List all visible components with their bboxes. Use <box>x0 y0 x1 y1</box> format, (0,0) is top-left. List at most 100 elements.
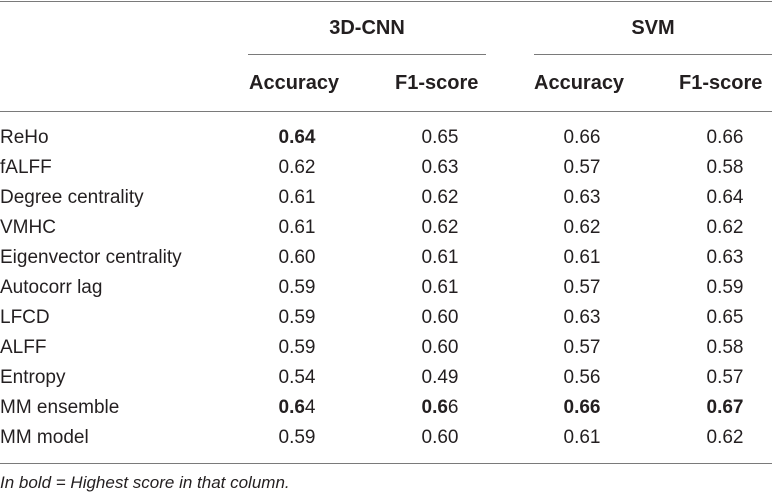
value-regular-part: 0.61 <box>421 277 459 298</box>
value-cell: 0.49 <box>395 363 485 393</box>
bottom-rule <box>0 463 772 464</box>
value-regular-part: 0.62 <box>278 157 316 178</box>
value-cell: 0.62 <box>252 153 342 183</box>
value-regular-part: 0.63 <box>563 187 601 208</box>
value-regular-part: 0.54 <box>278 367 316 388</box>
value-cell: 0.60 <box>395 303 485 333</box>
row-label: Degree centrality <box>0 187 144 208</box>
value-cell: 0.66 <box>680 123 770 153</box>
value-regular-part: 0.61 <box>278 217 316 238</box>
value-cell: 0.65 <box>395 123 485 153</box>
value-regular-part: 0.62 <box>421 187 459 208</box>
table-row: MM ensemble 0.64 0.66 0.66 0.67 <box>0 393 772 423</box>
value-cell: 0.60 <box>395 423 485 453</box>
value-cell: 0.61 <box>252 213 342 243</box>
row-label: ReHo <box>0 127 49 148</box>
value-cell: 0.64 <box>252 123 342 153</box>
value-cell: 0.61 <box>395 243 485 273</box>
value-cell: 0.57 <box>537 333 627 363</box>
value-cell: 0.67 <box>680 393 770 423</box>
row-label: MM ensemble <box>0 397 120 418</box>
value-bold-part: 0.6 <box>421 397 448 418</box>
table-row: Eigenvector centrality 0.60 0.61 0.61 0.63 <box>0 243 772 273</box>
row-label: Autocorr lag <box>0 277 103 298</box>
value-cell: 0.63 <box>537 183 627 213</box>
value-regular-part: 0.65 <box>421 127 459 148</box>
value-regular-part: 0.59 <box>278 277 316 298</box>
group-rule-svm <box>534 54 772 55</box>
value-regular-part: 0.58 <box>706 157 744 178</box>
value-cell: 0.54 <box>252 363 342 393</box>
value-cell: 0.61 <box>537 423 627 453</box>
value-bold-part: 0.64 <box>278 127 316 148</box>
value-regular-part: 0.60 <box>278 247 316 268</box>
value-cell: 0.62 <box>395 213 485 243</box>
value-regular-part: 0.62 <box>563 217 601 238</box>
group-rule-3dcnn <box>248 54 486 55</box>
value-cell: 0.66 <box>537 393 627 423</box>
value-regular-part: 0.62 <box>421 217 459 238</box>
table-row: fALFF 0.62 0.63 0.57 0.58 <box>0 153 772 183</box>
group-header-svm: SVM <box>631 17 675 39</box>
value-bold-part: 0.66 <box>563 397 601 418</box>
value-regular-part: 0.62 <box>706 217 744 238</box>
value-regular-part: 0.60 <box>421 337 459 358</box>
value-regular-part: 0.63 <box>421 157 459 178</box>
value-regular-part: 0.63 <box>706 247 744 268</box>
table-row: Entropy 0.54 0.49 0.56 0.57 <box>0 363 772 393</box>
value-cell: 0.58 <box>680 153 770 183</box>
column-header-3dcnn-accuracy: Accuracy <box>249 72 340 94</box>
value-cell: 0.59 <box>252 273 342 303</box>
value-regular-part: 0.58 <box>706 337 744 358</box>
value-regular-part: 0.57 <box>563 277 601 298</box>
value-regular-part: 0.57 <box>706 367 744 388</box>
row-label: LFCD <box>0 307 50 328</box>
value-cell: 0.60 <box>395 333 485 363</box>
table-row: ReHo 0.64 0.65 0.66 0.66 <box>0 123 772 153</box>
value-cell: 0.62 <box>680 423 770 453</box>
value-bold-part: 0.67 <box>706 397 744 418</box>
value-regular-part: 0.49 <box>421 367 459 388</box>
value-regular-part: 0.57 <box>563 157 601 178</box>
column-header-svm-f1: F1-score <box>679 72 763 94</box>
value-regular-part: 0.59 <box>278 427 316 448</box>
value-cell: 0.64 <box>680 183 770 213</box>
value-regular-part: 0.56 <box>563 367 601 388</box>
value-regular-part: 6 <box>447 397 459 418</box>
column-header-svm-accuracy: Accuracy <box>534 72 625 94</box>
value-cell: 0.57 <box>680 363 770 393</box>
value-regular-part: 0.59 <box>278 337 316 358</box>
value-cell: 0.62 <box>537 213 627 243</box>
value-regular-part: 0.61 <box>563 247 601 268</box>
value-cell: 0.59 <box>252 333 342 363</box>
value-cell: 0.61 <box>395 273 485 303</box>
top-rule <box>0 1 772 2</box>
value-cell: 0.66 <box>537 123 627 153</box>
value-regular-part: 0.60 <box>421 427 459 448</box>
value-regular-part: 4 <box>304 397 316 418</box>
column-header-3dcnn-f1: F1-score <box>395 72 479 94</box>
value-regular-part: 0.64 <box>706 187 744 208</box>
row-label: MM model <box>0 427 89 448</box>
value-regular-part: 0.57 <box>563 337 601 358</box>
value-cell: 0.63 <box>537 303 627 333</box>
value-regular-part: 0.61 <box>421 247 459 268</box>
value-cell: 0.62 <box>680 213 770 243</box>
table-row: VMHC 0.61 0.62 0.62 0.62 <box>0 213 772 243</box>
group-header-3dcnn: 3D-CNN <box>329 17 405 39</box>
value-cell: 0.59 <box>252 423 342 453</box>
value-cell: 0.62 <box>395 183 485 213</box>
table-row: LFCD 0.59 0.60 0.63 0.65 <box>0 303 772 333</box>
value-cell: 0.60 <box>252 243 342 273</box>
row-label: fALFF <box>0 157 52 178</box>
row-label: Entropy <box>0 367 66 388</box>
table-row: MM model 0.59 0.60 0.61 0.62 <box>0 423 772 453</box>
value-regular-part: 0.59 <box>278 307 316 328</box>
value-regular-part: 0.62 <box>706 427 744 448</box>
table-row: ALFF 0.59 0.60 0.57 0.58 <box>0 333 772 363</box>
table-row: Degree centrality 0.61 0.62 0.63 0.64 <box>0 183 772 213</box>
value-regular-part: 0.66 <box>563 127 601 148</box>
value-cell: 0.65 <box>680 303 770 333</box>
table-footnote: In bold = Highest score in that column. <box>0 473 290 492</box>
